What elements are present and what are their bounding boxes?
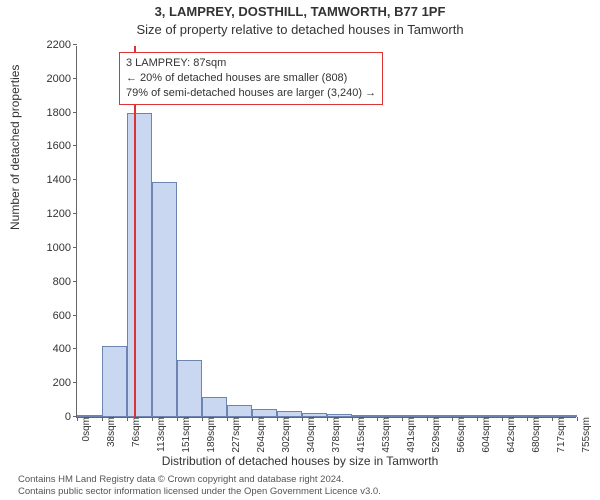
- y-tick-mark: [73, 348, 77, 349]
- x-tick-label: 529sqm: [427, 417, 442, 453]
- y-tick-mark: [73, 315, 77, 316]
- histogram-bar: [202, 397, 227, 417]
- footer-line1: Contains HM Land Registry data © Crown c…: [18, 474, 381, 486]
- x-tick-label: 491sqm: [402, 417, 417, 453]
- y-tick-label: 400: [53, 343, 77, 355]
- chart-title-line1: 3, LAMPREY, DOSTHILL, TAMWORTH, B77 1PF: [0, 4, 600, 19]
- y-axis-label: Number of detached properties: [8, 65, 22, 230]
- y-tick-label: 200: [53, 377, 77, 389]
- histogram-bar: [227, 405, 252, 417]
- y-tick-label: 2200: [47, 39, 77, 51]
- plot-area: 0200400600800100012001400160018002000220…: [76, 46, 576, 418]
- y-tick-label: 2000: [47, 73, 77, 85]
- histogram-bar: [352, 415, 377, 417]
- annotation-box: 3 LAMPREY: 87sqm← 20% of detached houses…: [119, 52, 383, 105]
- histogram-bar: [327, 414, 352, 417]
- histogram-bar: [427, 415, 452, 417]
- x-tick-label: 378sqm: [327, 417, 342, 453]
- annotation-line: ← 20% of detached houses are smaller (80…: [126, 71, 376, 86]
- y-tick-label: 1800: [47, 107, 77, 119]
- footer-attribution: Contains HM Land Registry data © Crown c…: [18, 474, 381, 498]
- histogram-bar: [177, 360, 202, 417]
- x-tick-label: 38sqm: [102, 417, 117, 447]
- x-tick-label: 415sqm: [352, 417, 367, 453]
- histogram-bar: [502, 415, 527, 417]
- y-tick-mark: [73, 213, 77, 214]
- histogram-bar: [277, 411, 302, 417]
- y-tick-mark: [73, 112, 77, 113]
- histogram-bar: [452, 415, 477, 417]
- histogram-bar: [127, 113, 152, 417]
- x-tick-label: 302sqm: [277, 417, 292, 453]
- histogram-bar: [477, 415, 502, 417]
- chart-title-line2: Size of property relative to detached ho…: [0, 22, 600, 37]
- x-tick-label: 680sqm: [527, 417, 542, 453]
- y-tick-label: 0: [65, 411, 77, 423]
- x-tick-label: 113sqm: [152, 417, 167, 452]
- y-tick-mark: [73, 44, 77, 45]
- y-tick-label: 1400: [47, 174, 77, 186]
- histogram-bar: [102, 346, 127, 417]
- histogram-bar: [302, 413, 327, 417]
- y-tick-mark: [73, 179, 77, 180]
- y-tick-mark: [73, 78, 77, 79]
- y-tick-mark: [73, 145, 77, 146]
- x-tick-label: 76sqm: [127, 417, 142, 447]
- histogram-bar: [252, 409, 277, 417]
- x-axis-label: Distribution of detached houses by size …: [0, 454, 600, 468]
- footer-line2: Contains public sector information licen…: [18, 486, 381, 498]
- y-tick-mark: [73, 382, 77, 383]
- histogram-bar: [377, 415, 402, 417]
- y-tick-label: 800: [53, 276, 77, 288]
- x-tick-label: 642sqm: [502, 417, 517, 453]
- x-tick-label: 189sqm: [202, 417, 217, 453]
- x-tick-label: 566sqm: [452, 417, 467, 453]
- x-tick-label: 755sqm: [577, 417, 592, 453]
- y-tick-label: 600: [53, 310, 77, 322]
- x-tick-label: 227sqm: [227, 417, 242, 453]
- histogram-bar: [527, 415, 552, 417]
- x-tick-label: 340sqm: [302, 417, 317, 453]
- histogram-bar: [552, 415, 577, 417]
- annotation-line: 3 LAMPREY: 87sqm: [126, 56, 376, 71]
- y-tick-label: 1600: [47, 140, 77, 152]
- x-tick-label: 264sqm: [252, 417, 267, 453]
- x-tick-label: 453sqm: [377, 417, 392, 453]
- x-tick-label: 717sqm: [552, 417, 567, 453]
- annotation-line: 79% of semi-detached houses are larger (…: [126, 86, 376, 101]
- histogram-bar: [152, 182, 177, 417]
- y-tick-mark: [73, 281, 77, 282]
- histogram-bar: [402, 415, 427, 417]
- chart-container: 3, LAMPREY, DOSTHILL, TAMWORTH, B77 1PF …: [0, 0, 600, 500]
- y-tick-label: 1200: [47, 208, 77, 220]
- y-tick-mark: [73, 247, 77, 248]
- histogram-bar: [77, 415, 102, 417]
- y-tick-label: 1000: [47, 242, 77, 254]
- x-tick-label: 0sqm: [77, 417, 92, 441]
- x-tick-label: 604sqm: [477, 417, 492, 453]
- x-tick-label: 151sqm: [177, 417, 192, 453]
